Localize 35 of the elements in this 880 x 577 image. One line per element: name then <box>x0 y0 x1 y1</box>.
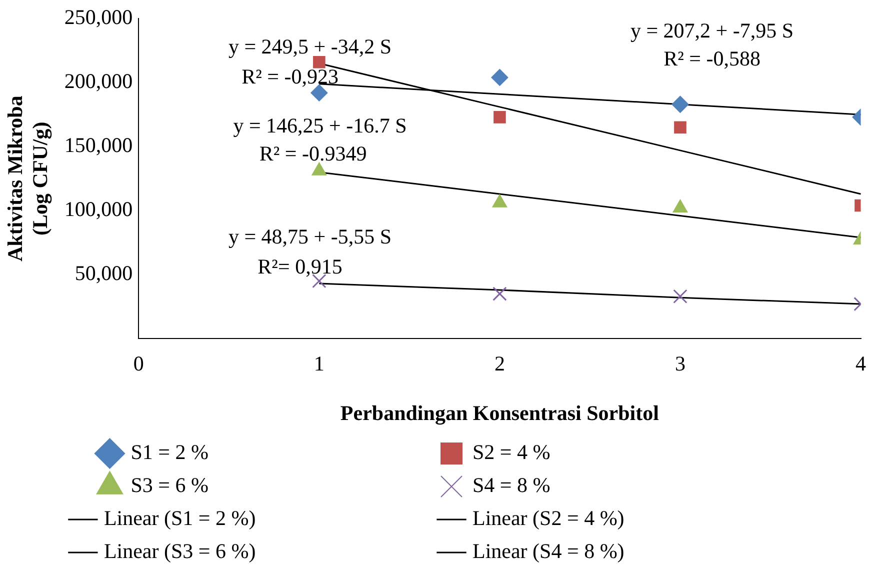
annotation: R² = -0.9349 <box>259 142 367 166</box>
annotation: y = 249,5 + -34,2 S <box>228 34 392 59</box>
y-axis-title: Aktivitas Mikroba (Log CFU/g) <box>3 95 52 262</box>
point <box>673 289 688 304</box>
annotation: y = 48,75 + -5,55 S <box>228 224 392 249</box>
legend-label: S2 = 4 % <box>472 440 771 464</box>
y-tick-label: 250,000 <box>64 5 133 30</box>
annotation: y = 146,25 + -16.7 S <box>233 114 407 138</box>
y-tick-label: 100,000 <box>64 197 133 222</box>
legend-label: S4 = 8 % <box>472 473 771 498</box>
legend-label: Linear (S1 = 2 %) <box>104 506 430 530</box>
point <box>492 286 507 301</box>
point <box>674 121 686 134</box>
x-tick-label: 3 <box>674 352 686 376</box>
legend-label: Linear (S2 = 4 %) <box>472 506 798 530</box>
point <box>491 68 508 86</box>
legend-label: Linear (S3 = 6 %) <box>104 539 430 564</box>
point <box>672 96 689 113</box>
annotation: R² = -0,588 <box>664 46 760 71</box>
legend-label: S1 = 2 % <box>130 440 429 464</box>
x-axis-title: Perbandingan Konsentrasi Sorbitol <box>340 400 660 425</box>
annotation: R² = -0,923 <box>242 64 338 89</box>
annotation: R²= 0,915 <box>258 254 342 279</box>
x-tick-label: 1 <box>314 352 324 376</box>
y-tick-label: 50,000 <box>74 261 133 286</box>
legend-label: S3 = 6 % <box>130 473 429 498</box>
y-tick-label: 200,000 <box>64 69 133 94</box>
legend-label: Linear (S4 = 8 %) <box>472 539 798 564</box>
annotation: y = 207,2 + -7,95 S <box>630 18 794 43</box>
point <box>313 56 326 68</box>
point <box>494 111 506 124</box>
x-tick-label: 2 <box>494 352 505 376</box>
x-tick-label: 4 <box>856 352 866 376</box>
y-tick-label: 150,000 <box>64 133 133 158</box>
x-tick-label: 0 <box>133 352 144 376</box>
